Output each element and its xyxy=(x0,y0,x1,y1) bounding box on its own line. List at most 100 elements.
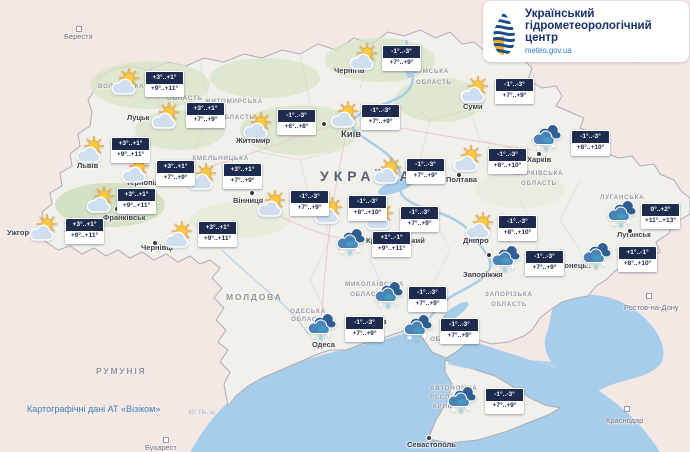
day-temp: +7°..+9° xyxy=(224,175,261,188)
snowflakes xyxy=(586,261,606,270)
region-label: ОБЛАСТЬ xyxy=(416,79,452,86)
region-label: ХАРКІВСЬКА xyxy=(516,170,564,177)
hydromet-header-card: Український гідрометеорологічний центр m… xyxy=(483,1,689,62)
city-marker xyxy=(426,435,432,441)
city-label: Дніпро xyxy=(463,236,489,245)
org-name-line3: центр xyxy=(525,32,559,45)
front-cloud xyxy=(336,234,359,250)
azov-sea xyxy=(544,294,664,407)
temp-badge-lviv: +3°..+1° +9°..+11° xyxy=(111,137,150,163)
night-temp: -1°..-3° xyxy=(278,110,315,122)
sun-cloud-icon xyxy=(346,43,380,71)
cloud-shape xyxy=(86,196,111,213)
temp-badge-crimea: -1°..-3° +7°..+9° xyxy=(485,388,524,414)
city-label: Бухарест xyxy=(145,443,177,452)
day-temp: +8°..+10° xyxy=(499,227,536,240)
snowflakes xyxy=(378,300,398,309)
cloud-shape xyxy=(151,112,176,129)
city-label: Житомир xyxy=(236,136,271,145)
day-temp: +7°..+9° xyxy=(526,262,563,275)
cloud-shape xyxy=(460,86,485,103)
snowflakes xyxy=(340,247,360,256)
city-label: Харків xyxy=(527,155,552,164)
temp-badge-zhytomyr: -1°..-3° +6°..+8° xyxy=(277,109,316,135)
temp-badge-donetsk: +1°..-1° +8°..+10° xyxy=(618,246,657,272)
snow-cloud-icon xyxy=(488,245,522,273)
cloud-tint xyxy=(346,241,356,247)
day-temp: +9°..+11° xyxy=(112,149,149,162)
day-temp: +7°..+9° xyxy=(407,170,444,183)
day-temp: +8°..+10° xyxy=(572,142,609,155)
region-label: ОБЛАСТЬ xyxy=(291,316,327,323)
temp-badge-kyiv: -1°..-3° +7°..+9° xyxy=(361,104,400,130)
city-label: Ужгород xyxy=(7,228,39,237)
snow-cloud-icon xyxy=(444,386,478,414)
map-attribution: Картографічні дані АТ «Візіком» xyxy=(27,404,161,414)
city-marker xyxy=(646,293,652,299)
temp-badge-zaporizhzhia: -1°..-3° +7°..+9° xyxy=(525,250,564,276)
snowflakes xyxy=(495,264,515,273)
region-label: ОБЛАСТЬ xyxy=(167,95,203,102)
day-temp: +6°..+8° xyxy=(278,121,315,134)
cloud-tint xyxy=(617,213,627,219)
region-label: КРИМ xyxy=(433,403,454,410)
region-label: ОБЛАСТЬ xyxy=(521,180,557,187)
sun-cloud-icon xyxy=(148,102,182,130)
city-label: Львів xyxy=(77,161,99,170)
city-marker xyxy=(536,151,542,157)
day-temp: +7°..+9° xyxy=(441,330,478,343)
night-temp: -1°..-3° xyxy=(401,207,438,219)
region-label: ЛУГАНСЬКА xyxy=(600,194,645,201)
cloud-shape xyxy=(121,166,146,183)
snow-cloud-icon xyxy=(529,124,563,152)
city-label: Київ xyxy=(341,129,362,140)
sun-cloud-icon xyxy=(457,76,491,104)
front-cloud xyxy=(532,130,555,146)
cloud-shape xyxy=(111,78,136,95)
sun-cloud-icon xyxy=(462,212,496,240)
temp-badge-dnipro: -1°..-3° +8°..+10° xyxy=(498,215,537,241)
day-temp: +11°..+13° xyxy=(642,215,679,228)
snow-cloud-icon xyxy=(371,281,405,309)
city-label: Берестя xyxy=(64,32,93,41)
city-label: Донецьк xyxy=(559,261,591,270)
sun-cloud-icon xyxy=(240,112,274,140)
cloud-tint xyxy=(457,399,467,405)
day-temp: +7°..+9° xyxy=(409,298,446,311)
city-label: Франківськ xyxy=(103,213,146,222)
front-cloud xyxy=(307,319,330,335)
front-cloud xyxy=(403,320,426,336)
region-label: ОБЛАСТЬ xyxy=(219,114,255,121)
temp-badge-uzhhorod: +3°..+1° +9°..+11° xyxy=(65,218,104,244)
cloud-shape xyxy=(76,146,101,163)
night-temp: -1°..-3° xyxy=(486,389,523,401)
night-temp: +3°..+1° xyxy=(146,72,183,84)
night-temp: -1°..-3° xyxy=(346,317,383,329)
night-temp: -1°..-3° xyxy=(526,251,563,263)
region-label: СУМСЬКА xyxy=(413,68,449,75)
cloud-shape xyxy=(453,155,478,172)
day-temp: +7°..+9° xyxy=(187,114,224,127)
country-label: РУМУНІЯ xyxy=(96,366,147,376)
city-label: Чернівці xyxy=(141,243,173,252)
cloud-shape xyxy=(243,122,268,139)
city-label: Полтава xyxy=(446,175,478,184)
org-name-line1: Український xyxy=(525,7,595,20)
night-temp: -1°..-3° xyxy=(441,319,478,331)
site-url-link[interactable]: meteo.gov.ua xyxy=(525,46,572,56)
temp-badge-ternopil: +3°..+1° +7°..+9° xyxy=(156,160,195,186)
sun-cloud-icon xyxy=(327,101,361,129)
snow-cloud-icon xyxy=(333,228,367,256)
day-temp: +8°..+10° xyxy=(349,207,386,220)
day-temp: +7°..+9° xyxy=(157,172,194,185)
temp-badge-poltava: -1°..-3° +8°..+10° xyxy=(488,148,527,174)
sun-cloud-icon xyxy=(161,221,195,249)
cloud-tint xyxy=(542,137,552,143)
black-sea xyxy=(190,331,660,452)
cloud-shape xyxy=(349,53,374,70)
snow-cloud-icon xyxy=(604,200,638,228)
front-cloud xyxy=(491,251,514,267)
temp-badge-volyn: +3°..+1° +9°..+11° xyxy=(145,71,184,97)
latitude-gridline-label: 45° Пн. ш. xyxy=(188,410,217,416)
